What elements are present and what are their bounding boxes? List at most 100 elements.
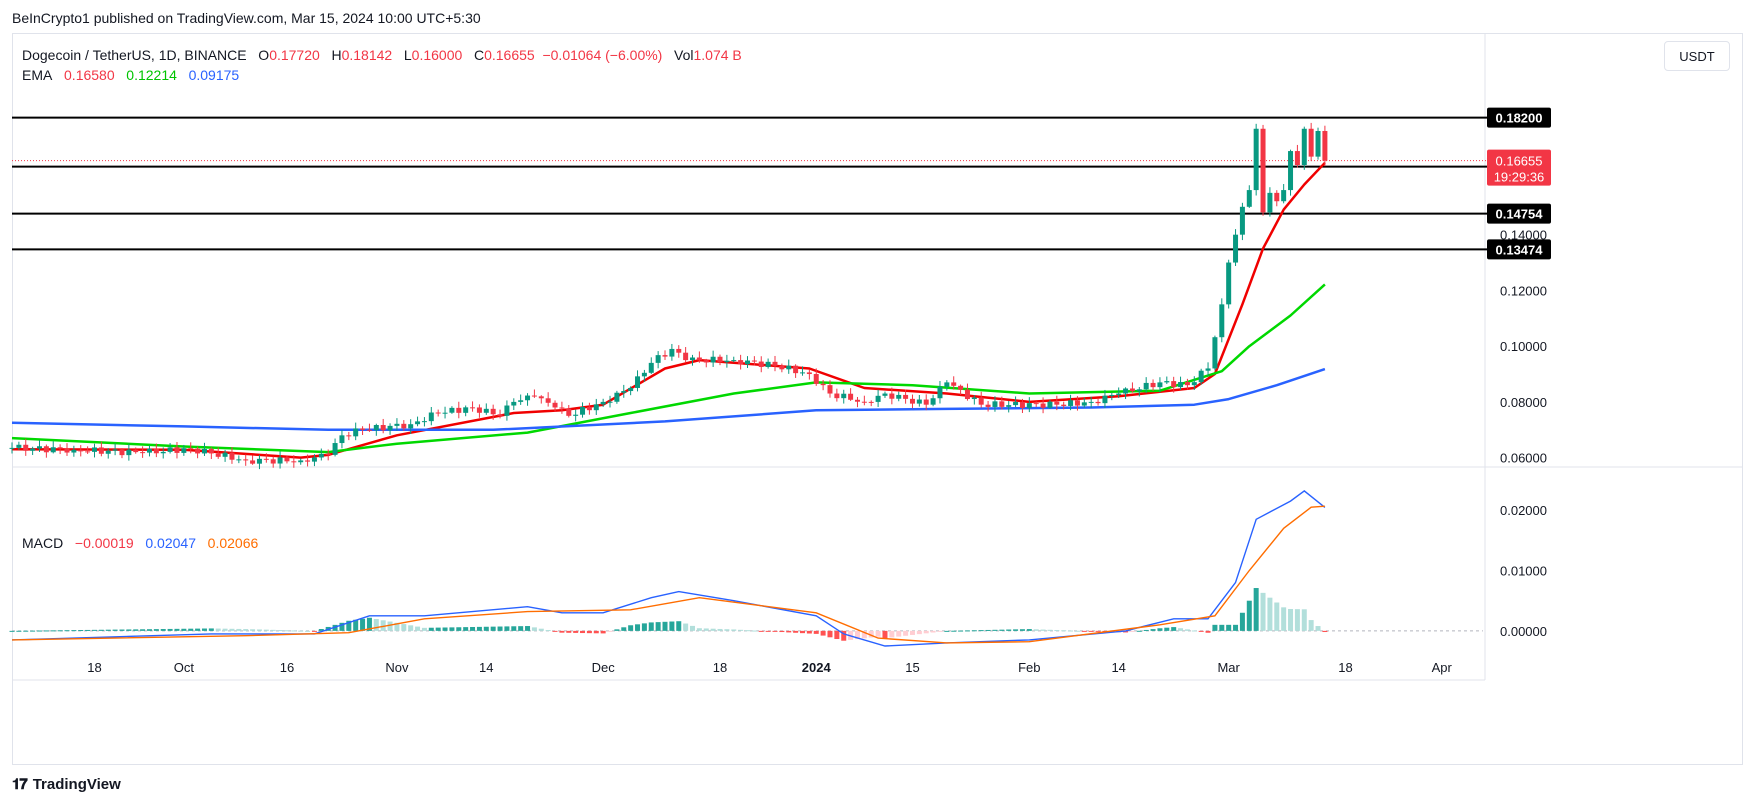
- macd-hist-bar: [339, 622, 345, 631]
- candle-body: [745, 360, 750, 365]
- candle-body: [696, 357, 702, 361]
- macd-hist-bar: [1019, 629, 1025, 631]
- macd-hist-bar: [518, 626, 524, 631]
- macd-hist-bar: [703, 628, 709, 631]
- macd-hist-bar: [277, 630, 283, 632]
- macd-hist-bar: [772, 630, 778, 632]
- candle-body: [215, 453, 221, 457]
- candle-body: [1184, 382, 1190, 386]
- candle-body: [57, 447, 63, 449]
- candle-body: [1054, 401, 1060, 405]
- candle-body: [1081, 402, 1087, 406]
- macd-hist-bar: [958, 630, 964, 632]
- candle-body: [559, 407, 565, 409]
- candle-body: [971, 397, 977, 400]
- candle-body: [23, 444, 29, 451]
- candle-body: [1164, 381, 1170, 383]
- close-label: C: [473, 47, 485, 63]
- candle-body: [593, 404, 599, 411]
- macd-hist-bar: [30, 630, 36, 632]
- candle-body: [64, 448, 70, 453]
- macd-hist-bar: [98, 629, 104, 631]
- candle-body: [628, 387, 634, 392]
- macd-hist-bar: [1212, 624, 1218, 631]
- symbol-label[interactable]: Dogecoin / TetherUS, 1D, BINANCE: [22, 47, 247, 63]
- macd-hist-bar: [1074, 630, 1080, 632]
- macd-hist-bar: [222, 628, 228, 631]
- macd-hist-bar: [71, 630, 77, 632]
- macd-label[interactable]: MACD: [22, 535, 64, 551]
- level-badge: [1487, 203, 1551, 224]
- candle-body: [483, 408, 489, 413]
- macd-hist-bar: [985, 629, 991, 631]
- candle-body: [635, 376, 641, 388]
- macd-hist-bar: [112, 629, 118, 631]
- macd-hist-bar: [971, 630, 977, 632]
- candle-body: [710, 356, 716, 363]
- candle-body: [765, 361, 771, 367]
- ema-label[interactable]: EMA: [22, 67, 53, 83]
- candle-body: [263, 458, 269, 460]
- macd-hist-bar: [607, 630, 613, 632]
- candle-body: [1026, 403, 1032, 408]
- candle-body: [112, 449, 118, 451]
- candle-body: [387, 425, 393, 431]
- candle-body: [1308, 128, 1314, 157]
- candle-body: [848, 393, 854, 400]
- macd-hist-bar: [1095, 630, 1101, 632]
- currency-button[interactable]: USDT: [1664, 41, 1730, 71]
- candle-body: [160, 451, 166, 454]
- tradingview-logo[interactable]: 𝟏𝟕 TradingView: [12, 776, 121, 793]
- x-tick-label: 14: [479, 660, 493, 675]
- candle-body: [133, 449, 139, 453]
- macd-hist-bar: [827, 630, 833, 638]
- macd-hist-bar: [676, 621, 682, 631]
- candle-body: [1178, 382, 1184, 388]
- macd-hist-bar: [366, 617, 372, 631]
- macd-hist-bar: [1054, 630, 1060, 632]
- macd-hist-bar: [593, 630, 599, 634]
- macd-hist-bar: [470, 627, 476, 631]
- candle-body: [916, 399, 922, 404]
- candle-body: [476, 407, 482, 413]
- macd-hist-bar: [195, 628, 201, 631]
- macd-hist-bar: [1239, 612, 1245, 631]
- macd-hist-bar: [1143, 629, 1149, 631]
- candle-body: [442, 412, 448, 414]
- x-tick-label: Nov: [385, 660, 409, 675]
- candle-body: [1281, 190, 1287, 202]
- macd-hist-bar: [738, 629, 744, 631]
- macd-hist-bar: [160, 629, 166, 631]
- macd-hist-bar: [635, 624, 641, 631]
- candle-body: [930, 398, 936, 405]
- candle-body: [277, 457, 283, 464]
- macd-hist-bar: [531, 627, 537, 631]
- macd-hist-bar: [573, 630, 579, 633]
- candle-body: [43, 446, 49, 453]
- candle-body: [772, 361, 778, 366]
- candle-body: [717, 356, 723, 363]
- candle-body: [201, 448, 207, 454]
- macd-hist-bar: [174, 628, 180, 631]
- candle-body: [1253, 128, 1259, 191]
- high-label: H: [331, 47, 342, 63]
- candle-body: [98, 447, 104, 454]
- candle-body: [1294, 151, 1300, 165]
- macd-hist-bar: [964, 630, 970, 632]
- macd-hist-bar: [1274, 602, 1280, 631]
- candle-body: [992, 401, 998, 407]
- candle-body: [882, 393, 888, 396]
- candle-body: [1068, 400, 1074, 406]
- macd-hist-bar: [1013, 629, 1019, 631]
- macd-hist-bar: [497, 626, 503, 631]
- macd-hist-bar: [1150, 629, 1156, 631]
- candle-body: [614, 392, 620, 402]
- macd-hist-bar: [655, 622, 661, 631]
- macd-hist-bar: [1006, 629, 1012, 631]
- macd-hist-bar: [1198, 630, 1204, 632]
- macd-hist-bar: [421, 627, 427, 631]
- macd-hist-bar: [868, 630, 874, 638]
- macd-hist-bar: [1026, 629, 1032, 631]
- macd-line: [11, 490, 1326, 647]
